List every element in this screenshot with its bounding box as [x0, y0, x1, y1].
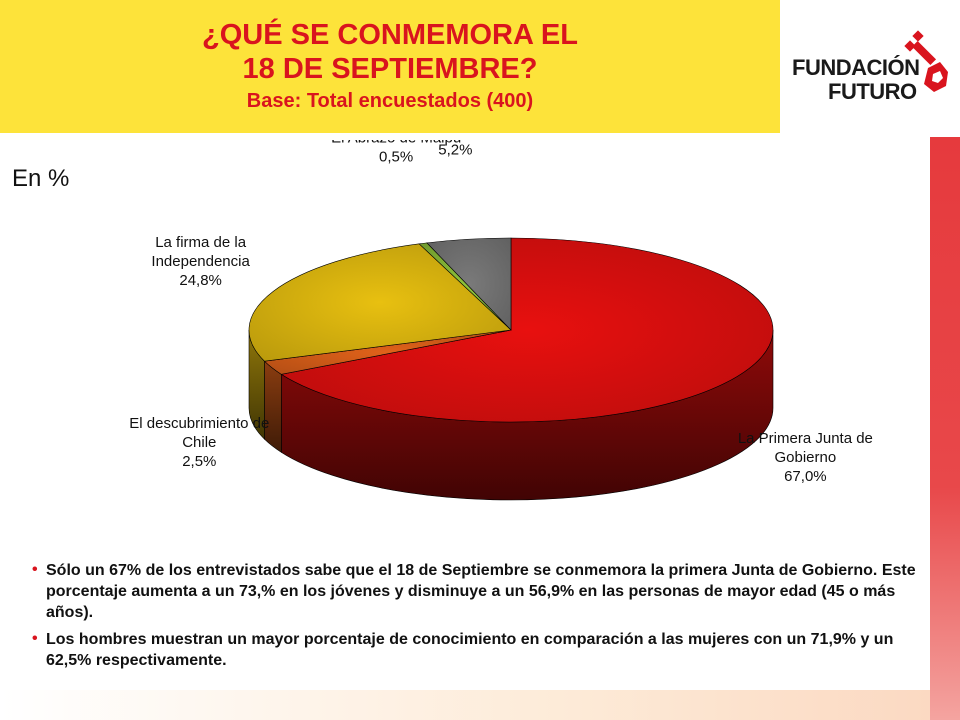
- slice-value-label: 67,0%: [784, 468, 827, 485]
- title-band: ¿QUÉ SE CONMEMORA EL 18 DE SEPTIEMBRE? B…: [0, 0, 780, 133]
- pie-slice: [248, 243, 512, 362]
- slice-category-label: Chile: [182, 434, 216, 451]
- slice-category-label: Gobierno: [775, 449, 837, 466]
- slice-value-label: 24,8%: [179, 272, 222, 289]
- slice-category-label: La firma de la: [155, 234, 247, 251]
- finding-item: • Sólo un 67% de los entrevistados sabe q…: [32, 560, 922, 623]
- fundacion-futuro-logo: FUNDACIÓN FUTURO: [790, 30, 950, 110]
- page-subtitle: Base: Total encuestados (400): [246, 90, 534, 112]
- slice-value-label: 0,5%: [379, 148, 413, 165]
- pie-chart: La Primera Junta de Gobierno 67,0% El descu…: [129, 140, 873, 501]
- pie-slice-wall: [264, 360, 282, 453]
- page-title-line-2: 18 DE SEPTIEMBRE?: [242, 53, 538, 85]
- bullet-dot-icon: •: [32, 630, 38, 647]
- finding-item: • Los hombres muestran un mayor porcentaj…: [32, 629, 922, 671]
- bullet-dot-icon: •: [32, 561, 38, 578]
- decorative-bottom-band: [0, 690, 930, 720]
- findings-list: • Sólo un 67% de los entrevistados sabe q…: [32, 560, 922, 677]
- slice-category-label: El descubrimiento de: [129, 415, 269, 432]
- slice-value-label: 2,5%: [182, 453, 216, 470]
- slice-category-label: El Abrazo de Maipú: [331, 140, 461, 146]
- pie-slice: [426, 237, 512, 331]
- logo-word-1: FUNDACIÓN: [792, 55, 920, 80]
- key-icon: [904, 30, 948, 92]
- pie-slice: [280, 237, 774, 423]
- finding-text: Los hombres muestran un mayor porcentaje…: [46, 631, 894, 669]
- logo-word-2: FUTURO: [828, 79, 917, 104]
- slice-value-label: 5,2%: [438, 142, 472, 159]
- chart-unit-label: En %: [12, 165, 70, 192]
- decorative-side-bar: [930, 137, 960, 720]
- finding-text: Sólo un 67% de los entrevistados sabe qu…: [46, 562, 916, 621]
- page-title-line-1: ¿QUÉ SE CONMEMORA EL: [202, 19, 578, 51]
- slice-category-label: Independencia: [151, 253, 250, 270]
- slice-category-label: La Primera Junta de: [738, 430, 873, 447]
